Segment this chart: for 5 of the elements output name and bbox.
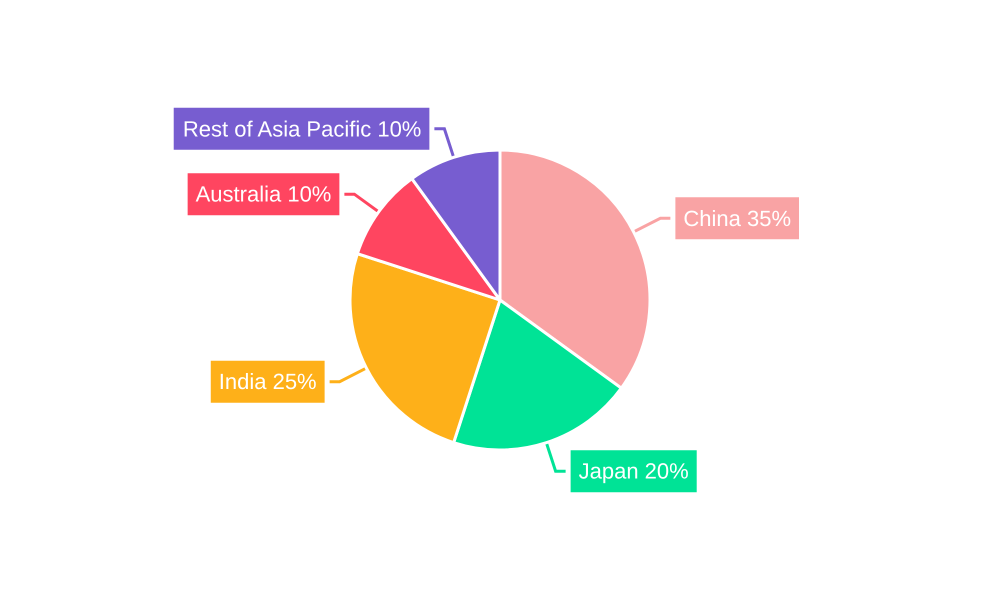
slice-label: China 35% — [683, 206, 792, 231]
slice-label: India 25% — [218, 369, 317, 394]
slice-label: Rest of Asia Pacific 10% — [182, 116, 422, 142]
slice-label: Australia 10% — [196, 182, 332, 207]
slice-label: Japan 20% — [578, 458, 689, 484]
